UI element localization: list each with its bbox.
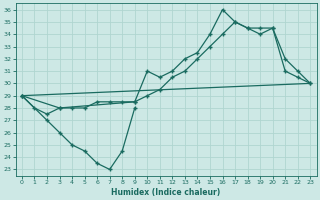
X-axis label: Humidex (Indice chaleur): Humidex (Indice chaleur)	[111, 188, 221, 197]
